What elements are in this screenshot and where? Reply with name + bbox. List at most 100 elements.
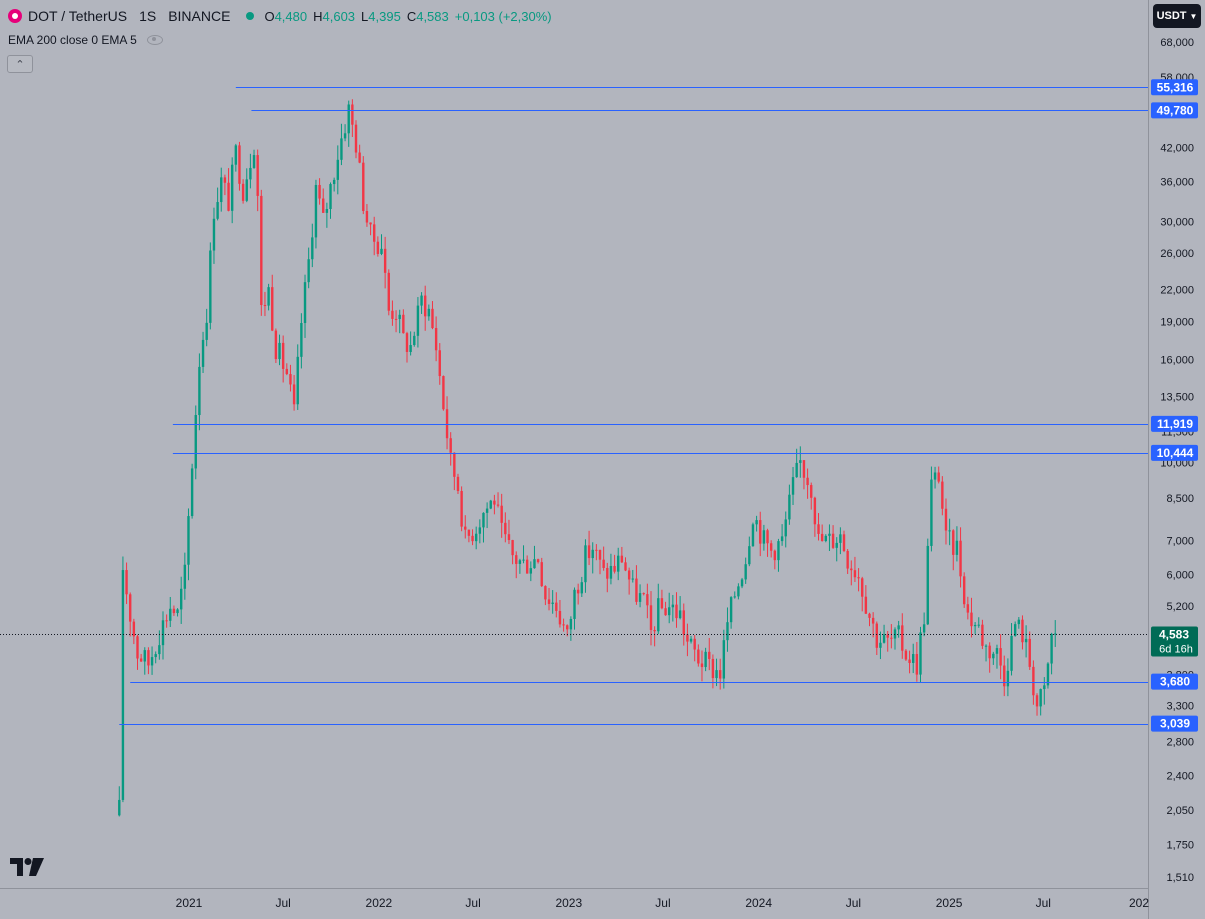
candle [806, 468, 809, 499]
candle [362, 156, 365, 215]
candle [646, 583, 649, 619]
candle [962, 572, 966, 608]
candle [507, 519, 511, 545]
candle [354, 120, 358, 159]
level-price-label: 49,780 [1151, 102, 1198, 119]
candle [839, 527, 842, 555]
svg-text:6d 16h: 6d 16h [1159, 644, 1193, 656]
candle [420, 292, 423, 314]
price-tick-label: 19,000 [1160, 317, 1194, 329]
candle [500, 493, 503, 538]
symbol-name[interactable]: DOT / TetherUS [28, 8, 128, 24]
candle [744, 557, 747, 584]
candle [711, 654, 715, 689]
candle [322, 188, 325, 213]
candle [394, 310, 398, 333]
candle [529, 561, 533, 582]
time-tick-label: Jul [465, 896, 480, 910]
candle [598, 549, 602, 575]
exchange-label[interactable]: BINANCE [168, 8, 231, 24]
candle [525, 555, 529, 574]
candle [912, 643, 915, 674]
candle [595, 544, 598, 561]
tradingview-logo-icon[interactable] [10, 858, 44, 876]
candle [686, 623, 689, 657]
candle [303, 274, 307, 338]
price-tick-label: 30,000 [1160, 216, 1194, 228]
candle [1006, 658, 1010, 697]
candle [267, 283, 270, 311]
candle [606, 562, 609, 593]
candle [959, 527, 962, 588]
candle [300, 313, 303, 369]
candle [660, 589, 664, 610]
candle [205, 308, 208, 347]
candle [682, 603, 685, 646]
candle [970, 597, 973, 638]
open-value: 4,480 [274, 8, 308, 24]
candle [1021, 615, 1024, 650]
currency-selector-button[interactable]: USDT ▼ [1153, 4, 1201, 28]
candle [726, 607, 729, 652]
price-tick-label: 1,750 [1166, 840, 1194, 852]
candle [365, 204, 369, 227]
candle [143, 647, 146, 675]
candle [802, 460, 806, 490]
candle [580, 576, 583, 598]
candle [562, 618, 565, 632]
candle [260, 189, 263, 316]
interval-label[interactable]: 1S [139, 8, 157, 24]
candle [515, 551, 518, 579]
symbol-legend[interactable]: DOT / TetherUS 1S BINANCE O 4,480 H 4,60… [8, 6, 558, 26]
candle [518, 558, 522, 574]
candle [329, 182, 332, 219]
candle [973, 622, 977, 634]
candle [664, 601, 667, 616]
candle [576, 583, 580, 605]
candle [533, 545, 536, 569]
candle [697, 644, 700, 667]
time-tick-label: Jul [275, 896, 290, 910]
candle [1035, 693, 1039, 716]
candle [281, 335, 285, 383]
candle [471, 529, 474, 546]
candle [136, 634, 139, 670]
candle [347, 100, 350, 147]
change-value: +0,103 (+2,30%) [454, 8, 552, 24]
candle [456, 473, 460, 494]
time-axis[interactable]: 2021 Jul 2022 Jul 2023 Jul 2024 Jul 2025 Jul 202 [176, 896, 1150, 910]
indicator-label[interactable]: EMA 200 close 0 EMA 5 [8, 33, 137, 47]
candle [230, 157, 234, 224]
svg-text:4,583: 4,583 [1159, 628, 1189, 642]
collapse-legend-button[interactable]: ⌃ [7, 55, 33, 73]
candle [627, 567, 631, 595]
candle [857, 568, 860, 592]
candle [890, 624, 893, 649]
candle [587, 530, 591, 566]
eye-hidden-icon[interactable] [146, 35, 163, 45]
polkadot-coin-icon [8, 9, 22, 23]
candle [930, 466, 933, 552]
candle [245, 168, 248, 203]
svg-text:3,039: 3,039 [1160, 717, 1190, 731]
candle [285, 363, 289, 376]
candle [704, 647, 707, 672]
price-tick-label: 8,500 [1166, 493, 1194, 505]
candle [715, 658, 718, 687]
candle [154, 651, 157, 664]
indicator-legend[interactable]: EMA 200 close 0 EMA 5 [8, 31, 163, 49]
candle [817, 513, 820, 541]
candle [351, 99, 354, 137]
candle [431, 301, 434, 330]
svg-text:49,780: 49,780 [1157, 103, 1194, 117]
price-tick-label: 13,500 [1160, 392, 1194, 404]
candle [1054, 620, 1057, 647]
candle [380, 234, 383, 256]
candle [318, 178, 321, 205]
levels-layer [119, 87, 1148, 725]
svg-text:11,919: 11,919 [1157, 417, 1193, 431]
candle [820, 524, 824, 542]
candle [383, 236, 387, 289]
candle [198, 353, 201, 431]
